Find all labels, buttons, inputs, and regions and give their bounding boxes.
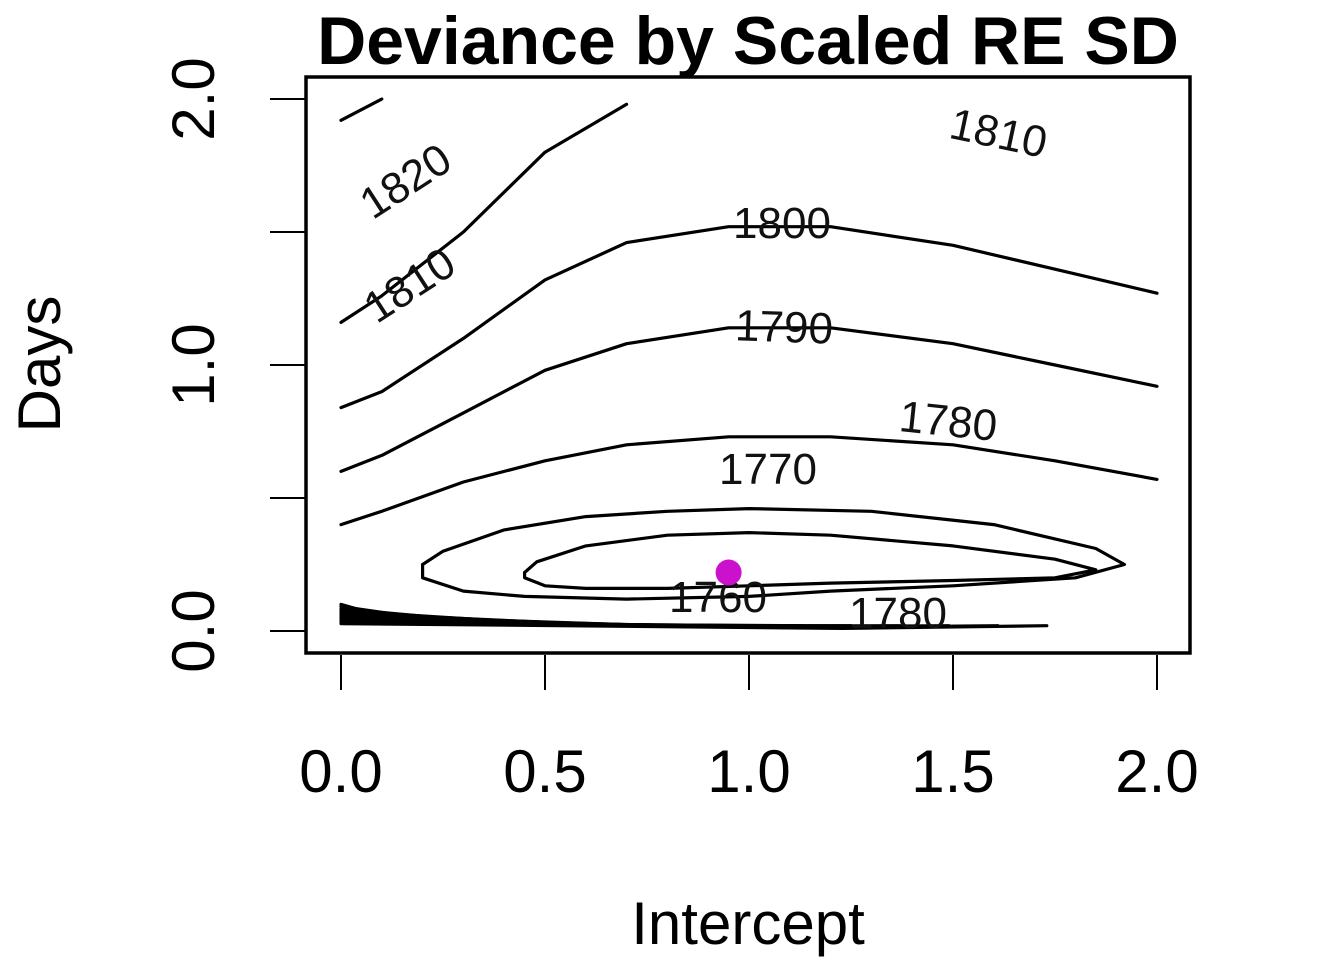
x-axis-label: Intercept — [631, 890, 865, 957]
y-tick-label-2: 1.0 — [160, 323, 227, 406]
contour-labels: 1760 1770 1780 1780 1790 1800 1810 1810 … — [351, 99, 1051, 638]
x-tick-label-3: 1.5 — [911, 738, 994, 805]
x-tick-label-1: 0.5 — [503, 738, 586, 805]
contour-label-1780: 1780 — [897, 392, 999, 451]
y-tick-label-4: 2.0 — [160, 57, 227, 140]
contour-label-1780-low: 1780 — [849, 589, 947, 638]
contour-line-steep — [339, 622, 1049, 630]
plot-frame — [304, 75, 1192, 655]
chart-title: Deviance by Scaled RE SD — [317, 3, 1179, 79]
contour-line-1760 — [523, 531, 1098, 590]
contour-line-1820 — [339, 97, 384, 122]
contour-label-1790: 1790 — [734, 301, 834, 353]
contour-label-1820: 1820 — [351, 134, 460, 228]
contour-line-1800 — [339, 225, 1159, 410]
contour-label-1810: 1810 — [355, 238, 464, 332]
y-tick-label-0: 0.0 — [160, 589, 227, 672]
contour-label-1770: 1770 — [719, 445, 817, 494]
contour-line-1810 — [339, 102, 629, 324]
x-tick-label-2: 1.0 — [707, 738, 790, 805]
x-tick-label-4: 2.0 — [1115, 738, 1198, 805]
contour-lines — [339, 97, 1159, 630]
minimum-point-marker — [715, 559, 742, 586]
y-axis-label: Days — [6, 296, 73, 433]
contour-label-1800: 1800 — [733, 199, 831, 248]
y-axis: 0.0 1.0 2.0 — [160, 57, 305, 673]
x-axis: 0.0 0.5 1.0 1.5 2.0 — [299, 655, 1199, 805]
contour-line-1780 — [339, 435, 1159, 527]
contour-line-1790 — [339, 326, 1159, 473]
contour-line-1770 — [421, 507, 1126, 601]
x-tick-label-0: 0.0 — [299, 738, 382, 805]
contour-label-1760: 1760 — [669, 573, 767, 622]
contour-label-1810-top: 1810 — [946, 99, 1052, 167]
